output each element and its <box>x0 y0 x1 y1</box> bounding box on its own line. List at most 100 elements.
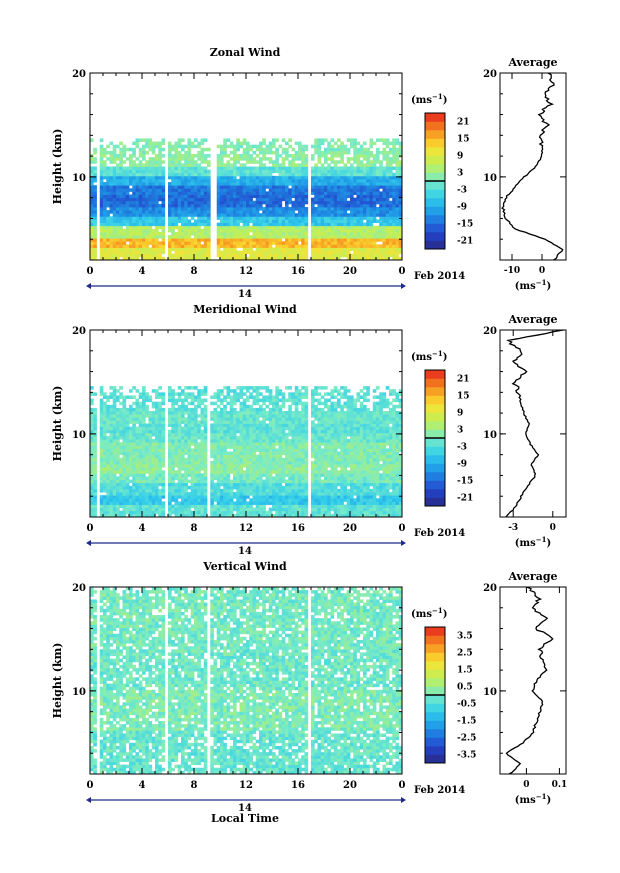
x-tick-label: 0 <box>399 266 406 277</box>
colorbar-segment <box>425 130 445 139</box>
colorbar-unit: (ms−1) <box>411 92 447 106</box>
colorbar-segment <box>425 695 445 704</box>
avg-unit-close: ) <box>546 538 551 549</box>
colorbar-unit: (ms−1) <box>411 349 447 363</box>
y-axis-label: Height (km) <box>51 643 64 719</box>
colorbar-segment <box>425 686 445 696</box>
x-tick-label: 12 <box>239 266 253 277</box>
colorbar-segment <box>425 404 445 413</box>
average-x-label: (ms−1) <box>515 278 551 292</box>
colorbar-segment <box>425 113 445 122</box>
panel-title: Vertical Wind <box>202 560 287 573</box>
average-x-tick-label: 0 <box>523 780 529 790</box>
y-axis-label: Height (km) <box>51 386 64 462</box>
colorbar-segment <box>425 429 445 439</box>
unit-sup: −1 <box>432 606 443 615</box>
avg-unit-text: (ms <box>515 538 536 549</box>
colorbar-tick-label: 9 <box>457 409 463 419</box>
x-tick-label: 16 <box>291 780 305 791</box>
colorbar-segment <box>425 412 445 422</box>
avg-unit-text: (ms <box>515 281 536 292</box>
colorbar-tick-label: 21 <box>457 118 470 128</box>
x-tick-label: 0 <box>399 523 406 534</box>
colorbar-tick-label: -3 <box>457 186 467 196</box>
avg-unit-text: (ms <box>515 795 536 806</box>
x-tick-label: 12 <box>239 523 253 534</box>
colorbar-segment <box>425 121 445 131</box>
colorbar-tick-label: -0.5 <box>457 700 476 710</box>
unit-sup: −1 <box>432 349 443 358</box>
colorbar-segment <box>425 206 445 216</box>
x-tick-label: 16 <box>291 523 305 534</box>
x-tick-label: 8 <box>191 523 198 534</box>
unit-text: (ms <box>411 609 432 620</box>
colorbar-unit: (ms−1) <box>411 606 447 620</box>
colorbar-tick-label: -2.5 <box>457 734 476 744</box>
unit-close: ) <box>443 609 448 620</box>
colorbar-tick-label: -3.5 <box>457 751 476 761</box>
colorbar-tick-label: -9 <box>457 203 467 213</box>
colorbar-segment <box>425 678 445 687</box>
average-y-tick-label: 20 <box>483 326 497 337</box>
colorbar-segment <box>425 164 445 173</box>
unit-text: (ms <box>411 95 432 106</box>
colorbar-segment <box>425 489 445 498</box>
unit-sup: −1 <box>432 92 443 101</box>
colorbar-segment <box>425 712 445 721</box>
x-tick-label: 0 <box>87 266 94 277</box>
x-tick-label: 16 <box>291 266 305 277</box>
average-plot: Average 20 10 -3 0 (ms−1) <box>483 313 567 549</box>
colorbar-segment <box>425 746 445 755</box>
panel-1: Zonal Wind 0 4 8 12 16 20 0 20 10 Height (km) 14 Feb… <box>51 46 567 300</box>
colorbar-tick-label: -9 <box>457 460 467 470</box>
colorbar-segment <box>425 472 445 481</box>
date-label: Feb 2014 <box>414 785 465 796</box>
colorbar-segment <box>425 754 445 764</box>
panel-2: Meridional Wind 0 4 8 12 16 20 0 20 10 Height (km)… <box>51 303 567 557</box>
y-tick-label: 20 <box>72 583 86 594</box>
colorbar-segment <box>425 703 445 713</box>
average-y-tick-label: 10 <box>483 173 497 184</box>
panel-title: Meridional Wind <box>193 303 297 316</box>
colorbar-segment <box>425 720 445 730</box>
colorbar-segment <box>425 652 445 662</box>
day-axis-arrow-right <box>401 283 406 289</box>
colorbar-tick-label: 1.5 <box>457 666 473 676</box>
average-title: Average <box>507 313 557 326</box>
colorbar-tick-label: 15 <box>457 135 470 145</box>
unit-close: ) <box>443 95 448 106</box>
x-tick-label: 4 <box>139 780 146 791</box>
colorbar-tick-label: -3 <box>457 443 467 453</box>
colorbar-segment <box>425 232 445 241</box>
x-tick-label: 0 <box>87 780 94 791</box>
y-tick-label: 20 <box>72 69 86 80</box>
x-tick-label: 20 <box>343 523 357 534</box>
colorbar-segment <box>425 421 445 430</box>
y-tick-label: 20 <box>72 326 86 337</box>
colorbar-segment <box>425 438 445 447</box>
colorbar-segment <box>425 455 445 464</box>
day-axis-arrow-left <box>86 797 91 803</box>
day-axis-arrow-right <box>401 797 406 803</box>
colorbar: 21 15 9 3 -3 -9 -15 -21 (ms−1) <box>411 349 473 507</box>
average-frame <box>499 329 567 518</box>
x-tick-label: 8 <box>191 266 198 277</box>
colorbar: 3.5 2.5 1.5 0.5 -0.5 -1.5 -2.5 -3.5 (ms−1) <box>411 606 476 764</box>
date-label: Feb 2014 <box>414 271 465 282</box>
average-x-tick-label: 0 <box>550 523 556 533</box>
avg-unit-sup: −1 <box>536 535 547 544</box>
colorbar-segment <box>425 189 445 199</box>
colorbar-segment <box>425 240 445 250</box>
day-label: 14 <box>238 803 252 814</box>
avg-unit-close: ) <box>546 795 551 806</box>
day-axis-arrow-left <box>86 283 91 289</box>
colorbar: 21 15 9 3 -3 -9 -15 -21 (ms−1) <box>411 92 473 250</box>
colorbar-tick-label: 9 <box>457 152 463 162</box>
day-label: 14 <box>238 289 252 300</box>
average-x-label: (ms−1) <box>515 535 551 549</box>
average-x-tick-label: 0 <box>539 266 545 276</box>
colorbar-segment <box>425 155 445 165</box>
